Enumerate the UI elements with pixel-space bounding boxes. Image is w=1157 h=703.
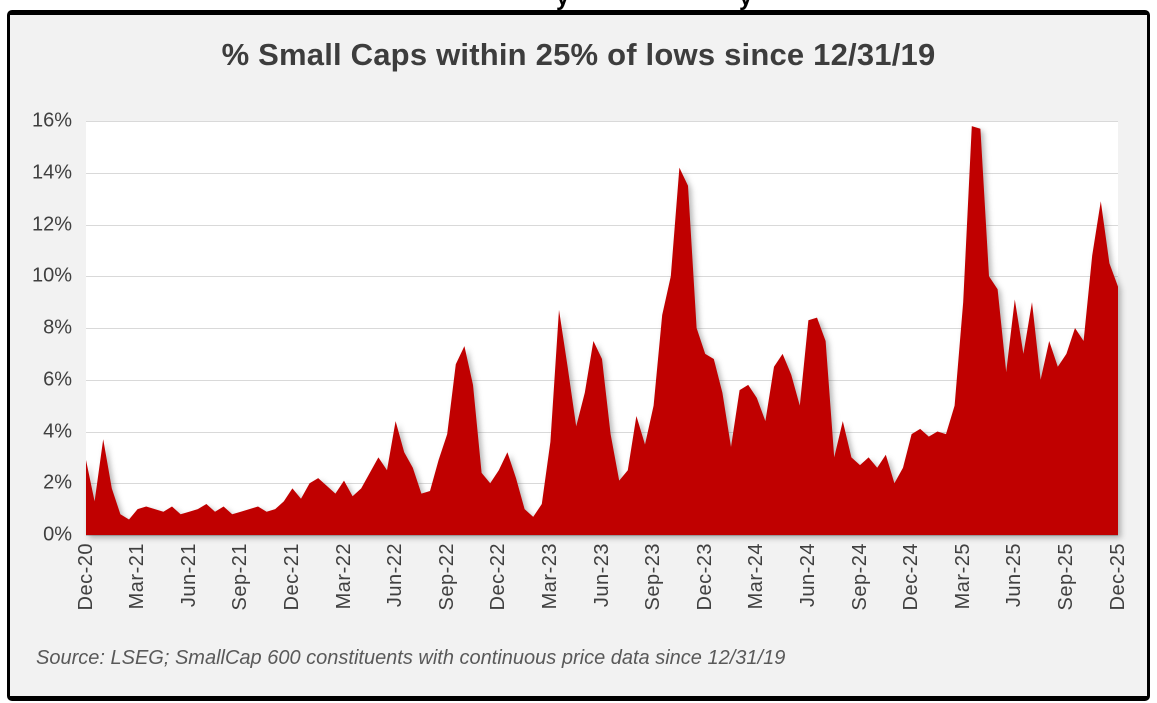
x-axis-tick-label: Mar-24 (739, 543, 775, 614)
area-polygon (86, 126, 1118, 535)
x-axis-tick-label: Dec-22 (481, 543, 517, 615)
plot-area (86, 121, 1118, 536)
x-axis-tick-label-text: Sep-25 (1054, 543, 1077, 611)
x-axis-tick-label-text: Dec-21 (280, 543, 303, 611)
x-axis-tick-label-text: Sep-21 (229, 543, 252, 611)
x-axis-tick-label-text: Jun-21 (177, 543, 200, 608)
x-axis-tick-label-text: Mar-21 (126, 543, 149, 610)
x-axis-tick-label: Dec-20 (68, 543, 104, 615)
x-axis-tick-label-text: Dec-22 (487, 543, 510, 611)
area-series (86, 126, 1118, 535)
x-axis-tick-label: Dec-21 (274, 543, 310, 615)
x-axis: Dec-20 Mar-21 Jun-21 Sep-21 Dec-21 Mar-22 Jun-… (75, 535, 1129, 647)
x-axis-tick-label: Mar-21 (120, 543, 156, 614)
y-axis-tick-label: 10% (31, 264, 72, 287)
y-axis-tick-label: 4% (43, 420, 72, 442)
gridline (86, 276, 1118, 278)
x-axis-tick-label-text: Sep-24 (848, 543, 871, 611)
x-axis-tick-label: Sep-24 (842, 543, 878, 616)
x-axis-tick-label-text: Mar-25 (951, 543, 974, 610)
x-axis-tick-label-text: Dec-20 (74, 543, 97, 611)
y-axis-tick-label: 14% (31, 161, 72, 184)
x-axis-tick-label: Dec-24 (894, 543, 930, 615)
chart-card: % Small Caps within 25% of lows since 12… (7, 10, 1150, 701)
gridline (86, 172, 1118, 174)
cropped-text-fragment: y (739, 0, 752, 10)
y-axis-tick-label: 6% (43, 368, 72, 391)
x-axis-tick-label: Sep-23 (636, 543, 672, 616)
x-axis-tick-label: Jun-23 (584, 543, 620, 612)
x-axis-tick-label: Mar-23 (532, 543, 568, 614)
x-axis-tick-label-text: Dec-24 (900, 543, 923, 611)
x-axis-tick-label: Mar-25 (945, 543, 981, 614)
x-axis-tick-label-text: Sep-23 (642, 543, 665, 611)
x-axis-tick-label-text: Mar-22 (332, 543, 355, 610)
source-note: Source: LSEG; SmallCap 600 constituents … (36, 647, 786, 669)
x-axis-tick-label: Sep-25 (1048, 543, 1084, 616)
x-axis-tick-label: Jun-25 (997, 543, 1033, 612)
x-axis-tick-label-text: Jun-25 (1003, 543, 1026, 608)
x-axis-tick-label-text: Dec-23 (693, 543, 716, 611)
y-axis-tick-label: 2% (43, 471, 72, 494)
gridline (86, 224, 1118, 226)
x-axis-tick-label: Dec-25 (1100, 543, 1136, 615)
x-axis-tick-label: Jun-22 (378, 543, 414, 612)
y-axis-tick-label: 8% (43, 316, 72, 339)
y-axis-tick-label: 0% (43, 523, 72, 546)
x-axis-tick-label-text: Dec-25 (1106, 543, 1129, 611)
x-axis-tick-label: Jun-21 (171, 543, 207, 612)
x-axis-tick-label: Mar-22 (326, 543, 362, 614)
cropped-text-fragment: y (556, 0, 569, 10)
x-axis-line (86, 535, 1118, 536)
x-axis-tick-label: Sep-21 (223, 543, 259, 616)
gridline (86, 328, 1118, 329)
y-axis-tick-label: 12% (31, 213, 72, 235)
gridline (86, 121, 1118, 122)
x-axis-tick-label-text: Jun-24 (796, 543, 819, 608)
chart-title: % Small Caps within 25% of lows since 12… (221, 37, 936, 72)
x-axis-tick-label-text: Jun-22 (384, 543, 407, 608)
x-axis-tick-label: Dec-23 (687, 543, 723, 615)
x-axis-tick-label: Jun-24 (790, 543, 826, 612)
y-axis: 0% 2% 4% 6% 8% 10% 12% 14% 16% (10, 110, 82, 546)
x-axis-tick-label-text: Mar-23 (538, 543, 561, 610)
cropped-top-text: y y (0, 0, 1157, 10)
x-axis-tick-label-text: Jun-23 (590, 543, 613, 608)
y-axis-tick-label: 16% (31, 109, 72, 132)
x-axis-tick-label: Sep-22 (429, 543, 465, 616)
x-axis-tick-label-text: Mar-24 (745, 543, 768, 610)
x-axis-tick-label-text: Sep-22 (435, 543, 458, 611)
